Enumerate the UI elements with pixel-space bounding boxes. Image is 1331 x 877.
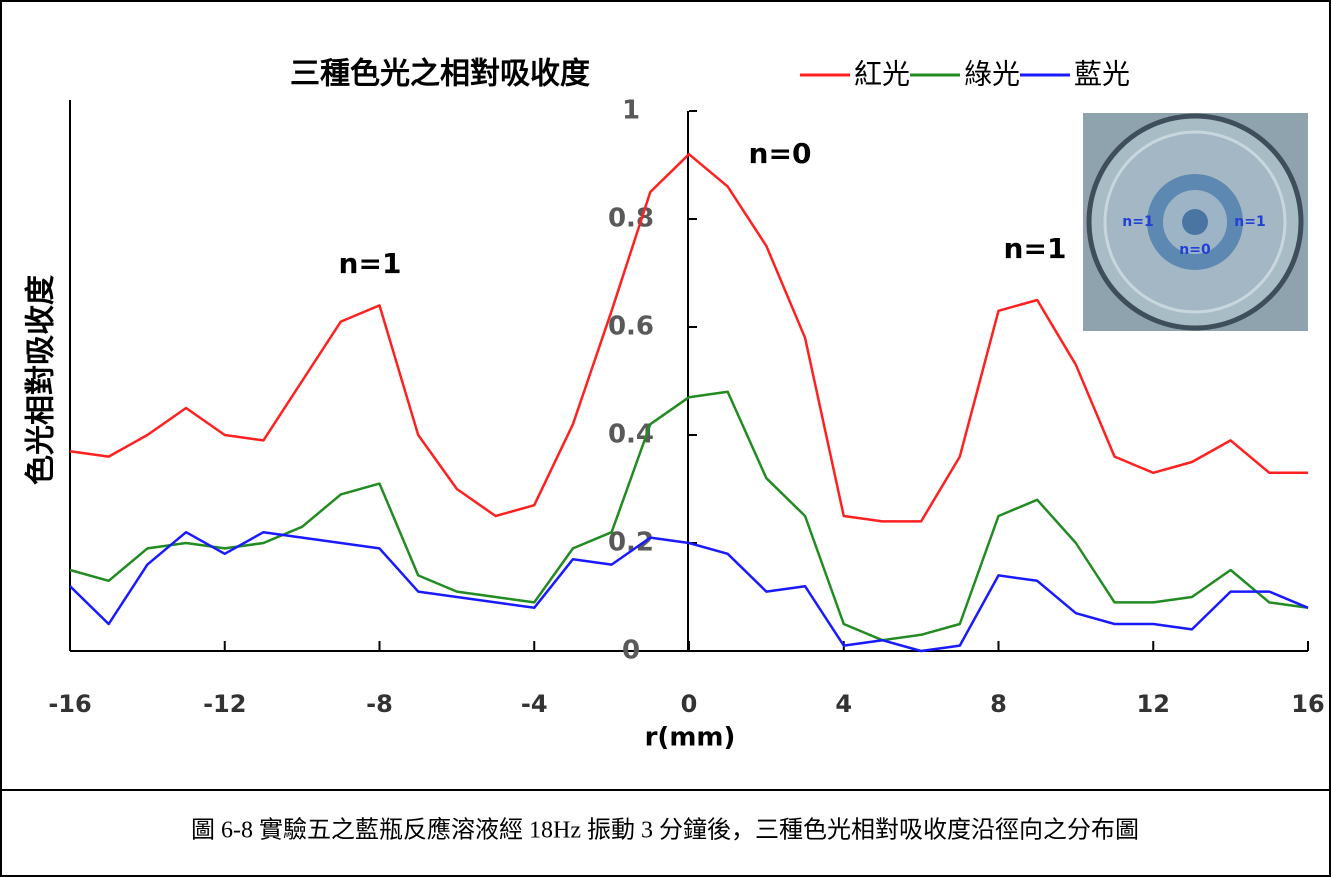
- x-tick-label: 0: [681, 690, 698, 718]
- y-tick-label: 0.6: [608, 312, 654, 342]
- legend-label: 綠光: [964, 58, 1020, 90]
- annotation: n=1: [1004, 232, 1067, 265]
- legend-label: 藍光: [1074, 58, 1130, 90]
- x-tick-label: -4: [521, 690, 548, 718]
- inset-photo: n=1 n=0 n=1: [1083, 113, 1308, 331]
- y-tick-label: 0.8: [608, 204, 654, 234]
- line-series: [69, 390, 1309, 642]
- y-tick-label: 0: [622, 636, 640, 666]
- annotation: n=0: [749, 137, 812, 170]
- x-axis-label: r(mm): [645, 723, 736, 753]
- inset-label: n=1: [1122, 214, 1153, 230]
- x-tick-label: 12: [1137, 690, 1170, 718]
- x-tick-label: -8: [366, 690, 393, 718]
- y-axis-label: 色光相對吸收度: [24, 275, 59, 485]
- x-tick-label: 4: [835, 690, 852, 718]
- x-tick-label: -12: [203, 690, 246, 718]
- caption: 圖 6-8 實驗五之藍瓶反應溶液經 18Hz 振動 3 分鐘後，三種色光相對吸收…: [191, 817, 1139, 844]
- inset-label: n=1: [1234, 214, 1265, 230]
- annotation: n=1: [339, 247, 402, 280]
- x-tick-label: -16: [48, 690, 91, 718]
- line-series: [69, 152, 1308, 523]
- inset-label: n=0: [1179, 242, 1211, 258]
- chart-title: 三種色光之相對吸收度: [290, 57, 590, 92]
- center-spot: [1182, 209, 1208, 235]
- x-tick-label: 8: [990, 690, 1007, 718]
- line-series: [69, 530, 1309, 653]
- x-tick-label: 16: [1291, 690, 1324, 718]
- y-tick-label: 1: [622, 96, 640, 126]
- y-tick-label: 0.2: [608, 528, 654, 558]
- legend-label: 紅光: [854, 58, 910, 90]
